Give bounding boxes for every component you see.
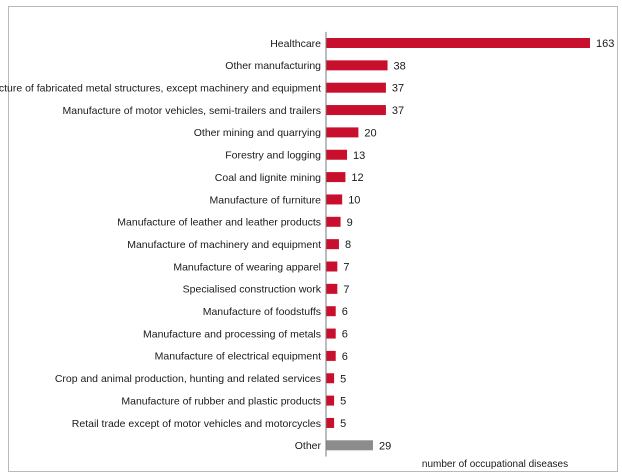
bar — [326, 395, 335, 406]
bar — [326, 60, 388, 71]
x-axis-title: number of occupational diseases — [422, 459, 568, 470]
chart-frame — [8, 6, 618, 472]
bar — [326, 283, 338, 294]
value-label: 5 — [340, 373, 346, 385]
category-label: Manufacture of machinery and equipment — [127, 239, 321, 251]
bar — [326, 38, 590, 48]
category-label: Other mining and quarrying — [194, 127, 321, 139]
category-label: Coal and lignite mining — [215, 172, 321, 184]
value-label: 6 — [342, 329, 348, 341]
bar — [326, 149, 348, 160]
value-label: 38 — [394, 60, 406, 72]
value-label: 13 — [353, 150, 365, 162]
value-label: 7 — [343, 284, 349, 296]
value-label: 8 — [345, 239, 351, 251]
bar — [326, 306, 336, 317]
value-label: 6 — [342, 306, 348, 318]
category-label: Manufacture and processing of metals — [143, 328, 321, 340]
value-label: 20 — [364, 127, 376, 139]
bar — [326, 239, 339, 250]
value-label: 9 — [347, 217, 353, 229]
value-label: 37 — [392, 83, 404, 95]
value-label: 37 — [392, 105, 404, 117]
category-label: Manufacture of wearing apparel — [173, 261, 321, 273]
bar — [326, 172, 346, 183]
bar — [326, 373, 335, 384]
bar — [326, 105, 386, 116]
value-label: 29 — [379, 440, 391, 452]
value-label: 6 — [342, 351, 348, 363]
category-label: Manufacture of foodstuffs — [203, 306, 321, 318]
category-label: Specialised construction work — [183, 284, 322, 296]
bar — [326, 440, 373, 451]
value-label: 12 — [351, 172, 363, 184]
bar — [326, 328, 336, 339]
bars-layer: Healthcare 163 Other manufacturing 38 Manufa… — [0, 38, 614, 452]
value-label: 10 — [348, 194, 360, 206]
bar — [326, 127, 359, 138]
category-label: Manufacture of electrical equipment — [155, 351, 321, 363]
category-label: Retail trade except of motor vehicles an… — [72, 418, 321, 430]
value-label: 5 — [340, 418, 346, 430]
category-label: Other manufacturing — [225, 60, 321, 72]
category-label: Manufacture of motor vehicles, semi-trai… — [62, 105, 321, 117]
category-label: Manufacture of furniture — [210, 194, 322, 206]
value-label: 5 — [340, 396, 346, 408]
category-label: Other — [295, 440, 322, 452]
bar — [326, 261, 338, 272]
category-label: Healthcare — [270, 38, 321, 50]
category-label: Crop and animal production, hunting and … — [55, 373, 321, 385]
bar — [326, 194, 343, 205]
category-label: Manufacture of fabricated metal structur… — [0, 83, 321, 95]
category-label: Manufacture of rubber and plastic produc… — [121, 395, 321, 407]
value-label: 7 — [343, 262, 349, 274]
category-label: Manufacture of leather and leather produ… — [117, 217, 321, 229]
category-label: Forestry and logging — [225, 150, 321, 162]
bar — [326, 350, 336, 361]
bar — [326, 417, 335, 428]
value-label: 163 — [596, 38, 614, 50]
bar — [326, 216, 341, 227]
bar — [326, 82, 386, 93]
